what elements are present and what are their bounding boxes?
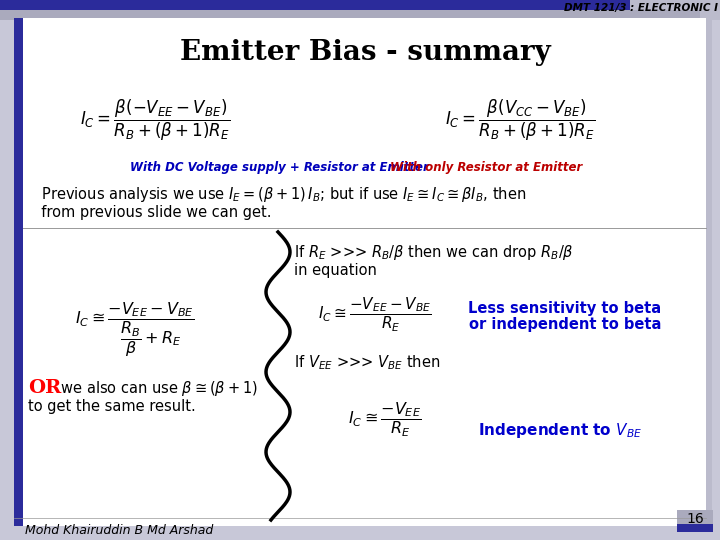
Text: we also can use $\beta\cong (\beta + 1)$: we also can use $\beta\cong (\beta + 1)$ xyxy=(56,379,258,397)
Text: $I_C \cong \dfrac{-V_{EE} - V_{BE}}{\dfrac{R_B}{\beta} + R_E}$: $I_C \cong \dfrac{-V_{EE} - V_{BE}}{\dfr… xyxy=(76,301,194,359)
Text: Previous analysis we use $I_E = (\beta + 1)\,I_B$; but if use $I_E \cong I_C \co: Previous analysis we use $I_E = (\beta +… xyxy=(32,186,526,205)
Text: $I_C = \dfrac{\beta(-V_{EE} - V_{BE})}{R_B +(\beta + 1)R_E}$: $I_C = \dfrac{\beta(-V_{EE} - V_{BE})}{R… xyxy=(80,97,230,143)
Text: DMT 121/3 : ELECTRONIC I: DMT 121/3 : ELECTRONIC I xyxy=(564,3,718,13)
Text: $I_C \cong \dfrac{-V_{EE}}{R_E}$: $I_C \cong \dfrac{-V_{EE}}{R_E}$ xyxy=(348,401,422,439)
Text: OR: OR xyxy=(28,379,61,397)
Bar xyxy=(0,0,720,20)
Bar xyxy=(0,10,700,20)
Text: to get the same result.: to get the same result. xyxy=(28,399,196,414)
Bar xyxy=(677,524,713,532)
Text: Less sensitivity to beta: Less sensitivity to beta xyxy=(469,300,662,315)
Text: Mohd Khairuddin B Md Arshad: Mohd Khairuddin B Md Arshad xyxy=(25,523,213,537)
Bar xyxy=(677,510,713,532)
Bar xyxy=(14,18,23,526)
Text: or independent to beta: or independent to beta xyxy=(469,318,661,333)
Text: With only Resistor at Emitter: With only Resistor at Emitter xyxy=(390,161,582,174)
Bar xyxy=(706,18,712,526)
Text: With DC Voltage supply + Resistor at Emitter: With DC Voltage supply + Resistor at Emi… xyxy=(130,161,428,174)
Text: If $V_{EE}$ >>> $V_{BE}$ then: If $V_{EE}$ >>> $V_{BE}$ then xyxy=(294,354,441,373)
Text: Emitter Bias - summary: Emitter Bias - summary xyxy=(179,38,550,65)
Text: $I_C = \dfrac{\beta(V_{CC} - V_{BE})}{R_B + (\beta + 1)R_E}$: $I_C = \dfrac{\beta(V_{CC} - V_{BE})}{R_… xyxy=(445,97,595,143)
Text: from previous slide we can get.: from previous slide we can get. xyxy=(32,206,271,220)
Text: 16: 16 xyxy=(686,512,704,526)
Text: Independent to $V_{BE}$: Independent to $V_{BE}$ xyxy=(478,421,642,440)
Text: If $R_E$ >>> $R_B/\beta$ then we can drop $R_B/\beta$: If $R_E$ >>> $R_B/\beta$ then we can dro… xyxy=(294,244,574,262)
Bar xyxy=(0,0,630,10)
Text: in equation: in equation xyxy=(294,262,377,278)
Text: $I_C \cong \dfrac{-V_{EE} - V_{BE}}{R_E}$: $I_C \cong \dfrac{-V_{EE} - V_{BE}}{R_E}… xyxy=(318,296,432,334)
